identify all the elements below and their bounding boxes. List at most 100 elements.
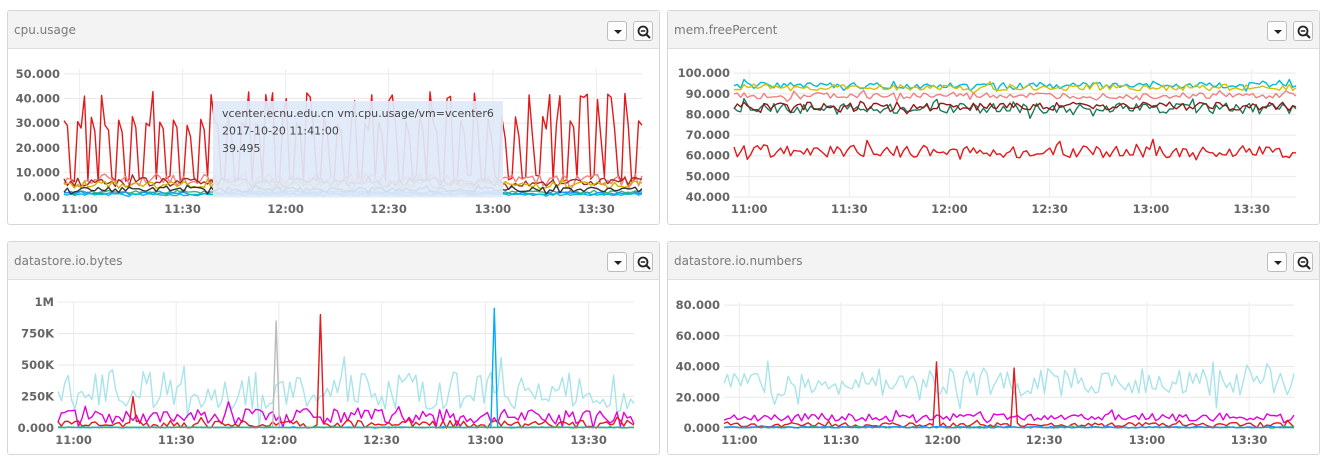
- y-tick-label: 70.000: [686, 128, 730, 142]
- panel-title: mem.freePercent: [674, 23, 778, 37]
- x-tick-label: 13:30: [578, 202, 615, 216]
- y-tick-label: 50.000: [686, 169, 730, 183]
- cpu-usage-panel: cpu.usage 0.000 10.000 20.000 30.000 40.000 5…: [7, 10, 660, 225]
- panel-menu-button[interactable]: [1267, 252, 1287, 272]
- zoom-out-icon: [637, 256, 651, 270]
- y-tick-label: 60.000: [686, 149, 730, 163]
- x-tick-label: 12:00: [267, 202, 304, 216]
- chart-svg: 40.000 50.000 60.000 70.000 80.000 90.000 100.…: [678, 66, 1297, 216]
- zoom-out-button[interactable]: [1293, 252, 1313, 272]
- y-tick-label: 0.000: [684, 421, 720, 435]
- y-tick-label: 20.000: [16, 141, 60, 155]
- series-line: [723, 425, 1295, 429]
- zoom-out-button[interactable]: [633, 252, 653, 272]
- series-line: [57, 401, 635, 429]
- chart-svg: 0.000 20.000 40.000 60.000 80.000 11:00 11:30 1…: [676, 298, 1295, 447]
- panel-menu-button[interactable]: [607, 21, 627, 41]
- caret-down-icon: [614, 30, 622, 34]
- x-tick-label: 11:00: [61, 202, 98, 216]
- y-tick-label: 0.000: [24, 190, 60, 204]
- zoom-out-button[interactable]: [1293, 21, 1313, 41]
- series-line: [57, 307, 635, 429]
- tooltip-text: 39.495: [222, 142, 261, 155]
- caret-down-icon: [1274, 30, 1282, 34]
- x-tick-label: 11:30: [831, 202, 868, 216]
- x-tick-label: 12:00: [931, 202, 968, 216]
- x-tick-label: 11:30: [823, 433, 860, 447]
- x-tick-label: 12:30: [363, 433, 400, 447]
- datastore-io-bytes-panel: datastore.io.bytes 0.000 250K 500K 750K 1M 11…: [7, 241, 660, 455]
- x-tick-label: 13:30: [1231, 433, 1268, 447]
- x-tick-label: 13:00: [475, 202, 512, 216]
- series-line: [723, 361, 1295, 429]
- x-tick-label: 13:30: [570, 433, 607, 447]
- panel-menu-button[interactable]: [607, 252, 627, 272]
- panel-title: datastore.io.numbers: [674, 254, 803, 268]
- y-tick-label: 20.000: [676, 390, 720, 404]
- zoom-out-icon: [637, 25, 651, 39]
- x-tick-label: 11:30: [158, 433, 195, 447]
- line-chart[interactable]: 0.000 250K 500K 750K 1M 11:00 11:30 12:00 12:30 1…: [8, 280, 659, 455]
- panel-title: datastore.io.bytes: [14, 254, 123, 268]
- x-tick-label: 11:00: [55, 433, 92, 447]
- panel-title: cpu.usage: [14, 23, 76, 37]
- x-tick-label: 12:00: [924, 433, 961, 447]
- tooltip-box: [213, 101, 503, 197]
- y-tick-label: 0.000: [18, 421, 54, 435]
- x-tick-label: 13:00: [1133, 202, 1170, 216]
- series-line: [723, 409, 1295, 424]
- y-tick-label: 750K: [21, 327, 55, 341]
- y-tick-label: 30.000: [16, 116, 60, 130]
- x-tick-label: 11:00: [721, 433, 758, 447]
- y-tick-label: 40.000: [16, 92, 60, 106]
- caret-down-icon: [614, 261, 622, 265]
- zoom-out-icon: [1297, 25, 1311, 39]
- datastore-io-numbers-panel: datastore.io.numbers 0.000 20.000 40.000 60…: [667, 241, 1320, 455]
- panel-menu-button[interactable]: [1267, 21, 1287, 41]
- x-tick-label: 13:30: [1233, 202, 1270, 216]
- y-tick-label: 40.000: [676, 360, 720, 374]
- x-tick-label: 13:00: [467, 433, 504, 447]
- x-tick-label: 12:30: [1026, 433, 1063, 447]
- zoom-out-button[interactable]: [633, 21, 653, 41]
- x-tick-label: 11:30: [164, 202, 201, 216]
- y-tick-label: 10.000: [16, 165, 60, 179]
- panel-header: cpu.usage: [8, 11, 659, 49]
- tooltip-text: 2017-10-20 11:41:00: [222, 125, 339, 138]
- chart-svg: 0.000 10.000 20.000 30.000 40.000 50.000 11:00…: [16, 67, 643, 216]
- y-tick-label: 1M: [35, 295, 54, 309]
- y-tick-label: 250K: [21, 390, 55, 404]
- series-line: [733, 100, 1297, 115]
- series-line: [57, 356, 635, 429]
- y-tick-label: 50.000: [16, 67, 60, 81]
- line-chart[interactable]: 40.000 50.000 60.000 70.000 80.000 90.000 100.…: [668, 49, 1319, 224]
- panel-header: datastore.io.bytes: [8, 242, 659, 280]
- y-tick-label: 90.000: [686, 87, 730, 101]
- y-tick-label: 500K: [21, 358, 55, 372]
- series-line: [733, 78, 1297, 92]
- mem-free-percent-panel: mem.freePercent 40.000 50.000 60.000 70.000…: [667, 10, 1320, 225]
- y-tick-label: 60.000: [676, 329, 720, 343]
- line-chart[interactable]: 0.000 20.000 40.000 60.000 80.000 11:00 11:30 1…: [668, 280, 1319, 455]
- series-line: [733, 81, 1297, 94]
- line-chart[interactable]: 0.000 10.000 20.000 30.000 40.000 50.000 11:00…: [8, 49, 659, 224]
- x-tick-label: 12:30: [370, 202, 407, 216]
- series-line: [58, 425, 634, 429]
- y-tick-label: 100.000: [678, 66, 730, 80]
- caret-down-icon: [1274, 261, 1282, 265]
- panel-header: datastore.io.numbers: [668, 242, 1319, 280]
- y-tick-label: 80.000: [686, 107, 730, 121]
- series-line: [733, 89, 1297, 103]
- x-tick-label: 11:00: [731, 202, 768, 216]
- panel-header: mem.freePercent: [668, 11, 1319, 49]
- y-tick-label: 80.000: [676, 298, 720, 312]
- chart-tooltip: vcenter.ecnu.edu.cn vm.cpu.usage/vm=vcen…: [213, 101, 503, 197]
- tooltip-text: vcenter.ecnu.edu.cn vm.cpu.usage/vm=vcen…: [222, 107, 494, 120]
- zoom-out-icon: [1297, 256, 1311, 270]
- x-tick-label: 12:30: [1031, 202, 1068, 216]
- series-line: [733, 138, 1297, 161]
- chart-svg: 0.000 250K 500K 750K 1M 11:00 11:30 12:00 12:30 1…: [18, 295, 635, 447]
- series-line: [733, 97, 1297, 119]
- x-tick-label: 12:00: [261, 433, 298, 447]
- x-tick-label: 13:00: [1129, 433, 1166, 447]
